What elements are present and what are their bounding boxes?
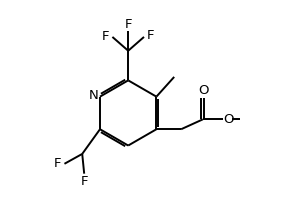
Text: O: O (223, 113, 234, 126)
Text: F: F (80, 175, 88, 188)
Text: F: F (54, 157, 61, 170)
Text: F: F (147, 29, 155, 43)
Text: F: F (102, 31, 109, 43)
Text: N: N (89, 89, 99, 102)
Text: F: F (124, 18, 132, 31)
Text: O: O (198, 84, 209, 97)
